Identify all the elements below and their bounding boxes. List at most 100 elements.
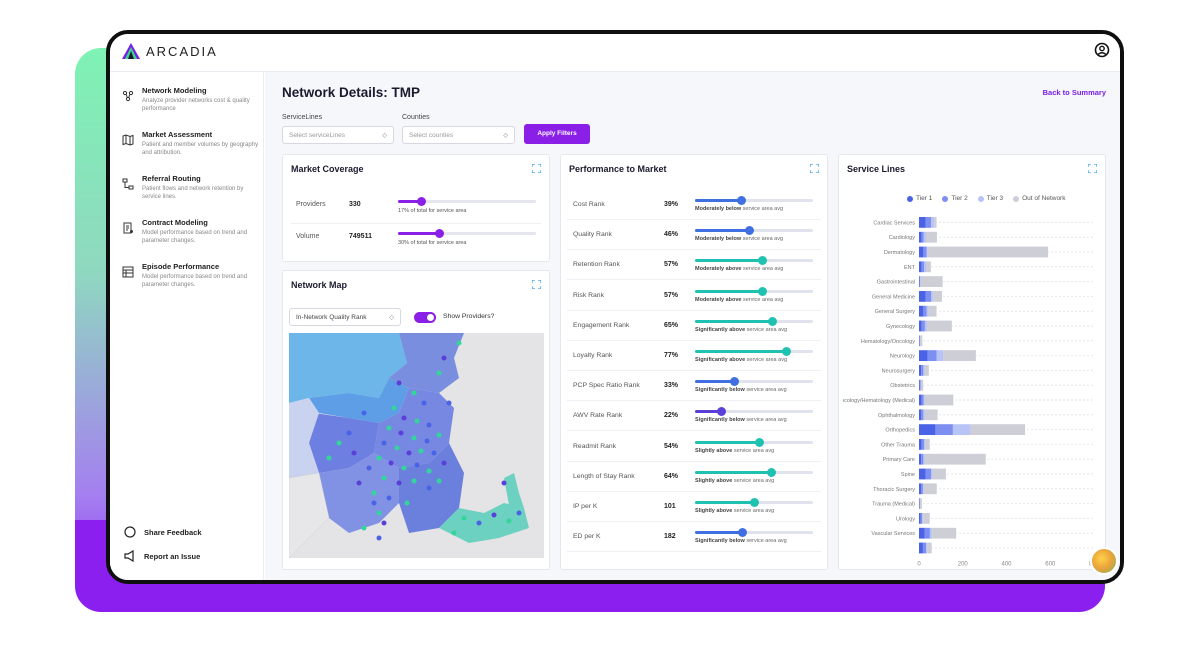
bar-segment[interactable] [919, 291, 926, 302]
bar-segment[interactable] [919, 217, 926, 228]
bar-segment[interactable] [919, 365, 922, 376]
bar-segment[interactable] [921, 409, 924, 421]
bar-segment[interactable] [926, 261, 931, 273]
bar-segment[interactable] [920, 513, 923, 524]
bar-segment[interactable] [921, 453, 924, 465]
bar-segment[interactable] [921, 394, 924, 406]
bar-segment[interactable] [919, 231, 922, 243]
bar-segment[interactable] [931, 468, 933, 480]
bar-segment[interactable] [925, 439, 930, 450]
bar-segment[interactable] [919, 439, 922, 450]
bar-segment[interactable] [919, 468, 926, 480]
share-feedback-link[interactable]: Share Feedback [124, 526, 202, 538]
bar-segment[interactable] [921, 365, 924, 376]
bar-segment[interactable] [923, 246, 927, 258]
map-metric-select[interactable]: In-Network Quality Rank ◇ [289, 308, 401, 326]
bar-segment[interactable] [919, 424, 936, 435]
bar-segment[interactable] [919, 276, 921, 287]
bar-segment[interactable] [922, 542, 927, 554]
bar-segment[interactable] [919, 394, 922, 406]
bar-segment[interactable] [931, 291, 934, 302]
bar-segment[interactable] [920, 335, 923, 347]
bar-segment[interactable] [932, 527, 957, 539]
bar-segment[interactable] [926, 542, 928, 554]
expand-icon[interactable] [810, 164, 819, 173]
bar-segment[interactable] [923, 513, 930, 524]
bar-segment[interactable] [935, 424, 953, 435]
bar-segment[interactable] [923, 453, 925, 465]
bar-segment[interactable] [919, 542, 923, 554]
bar-segment[interactable] [919, 261, 922, 273]
show-providers-toggle[interactable] [414, 312, 436, 323]
bar-segment[interactable] [925, 291, 932, 302]
map-canvas[interactable] [289, 333, 544, 558]
bar-segment[interactable] [919, 379, 920, 391]
bar-segment[interactable] [919, 379, 921, 391]
bar-segment[interactable] [920, 498, 922, 509]
legend-item[interactable]: Tier 2 [942, 195, 968, 202]
bar-segment[interactable] [927, 246, 1049, 258]
bar-segment[interactable] [923, 231, 926, 243]
bar-segment[interactable] [925, 468, 932, 480]
bar-segment[interactable] [922, 513, 924, 524]
bar-segment[interactable] [919, 453, 922, 465]
bar-segment[interactable] [921, 483, 923, 495]
bar-segment[interactable] [926, 246, 928, 258]
back-to-summary-link[interactable]: Back to Summary [1042, 88, 1106, 97]
bar-segment[interactable] [923, 483, 937, 495]
legend-item[interactable]: Tier 1 [907, 195, 932, 202]
counties-select[interactable]: Select counties ◇ [402, 126, 515, 144]
bar-segment[interactable] [924, 527, 930, 539]
user-account-icon[interactable] [1094, 42, 1110, 58]
bar-segment[interactable] [924, 261, 927, 273]
bar-segment[interactable] [920, 379, 924, 391]
bar-segment[interactable] [927, 350, 937, 361]
bar-segment[interactable] [921, 439, 925, 450]
bar-segment[interactable] [922, 483, 924, 495]
expand-icon[interactable] [532, 280, 541, 289]
sidebar-item-contract-modeling[interactable]: Contract Modeling Model performance based… [122, 218, 262, 245]
bar-segment[interactable] [924, 409, 938, 421]
bar-segment[interactable] [919, 513, 921, 524]
bar-segment[interactable] [952, 424, 971, 435]
sidebar-item-network-modeling[interactable]: Network Modeling Analyze provider network… [122, 86, 262, 113]
bar-segment[interactable] [923, 409, 925, 421]
bar-segment[interactable] [925, 217, 932, 228]
bar-segment[interactable] [921, 261, 925, 273]
bar-segment[interactable] [932, 468, 946, 480]
bar-segment[interactable] [919, 320, 922, 332]
apply-filters-button[interactable]: Apply Filters [524, 124, 590, 144]
bar-segment[interactable] [923, 365, 925, 376]
bar-segment[interactable] [919, 276, 920, 287]
sidebar-item-episode-performance[interactable]: Episode Performance Model performance bas… [122, 262, 262, 289]
logo[interactable]: ARCADIA [122, 43, 218, 59]
bar-segment[interactable] [927, 542, 932, 554]
bar-segment[interactable] [931, 217, 935, 228]
bar-segment[interactable] [919, 350, 928, 361]
bar-segment[interactable] [921, 231, 924, 243]
bar-segment[interactable] [920, 276, 943, 287]
legend-item[interactable]: Tier 3 [977, 195, 1003, 202]
bar-segment[interactable] [928, 305, 937, 317]
bar-segment[interactable] [923, 394, 925, 406]
legend-item[interactable]: Out of Network [1013, 195, 1065, 202]
bar-segment[interactable] [924, 439, 926, 450]
bar-segment[interactable] [919, 409, 922, 421]
bar-segment[interactable] [926, 231, 937, 243]
service-lines-select[interactable]: Select serviceLines ◇ [282, 126, 394, 144]
report-issue-link[interactable]: Report an Issue [124, 550, 200, 562]
bar-segment[interactable] [924, 365, 929, 376]
bar-segment[interactable] [921, 320, 925, 332]
sidebar-item-referral-routing[interactable]: Referral Routing Patient flows and networ… [122, 174, 262, 201]
bar-segment[interactable] [933, 291, 942, 302]
bar-segment[interactable] [919, 527, 925, 539]
bar-segment[interactable] [970, 424, 1026, 435]
bar-segment[interactable] [934, 217, 937, 228]
bar-segment[interactable] [926, 305, 929, 317]
bar-segment[interactable] [919, 246, 924, 258]
assistant-avatar[interactable] [1090, 547, 1118, 575]
sidebar-item-market-assessment[interactable]: Market Assessment Patient and member volu… [122, 130, 262, 157]
bar-segment[interactable] [929, 527, 933, 539]
bar-segment[interactable] [924, 394, 954, 406]
bar-segment[interactable] [924, 320, 928, 332]
